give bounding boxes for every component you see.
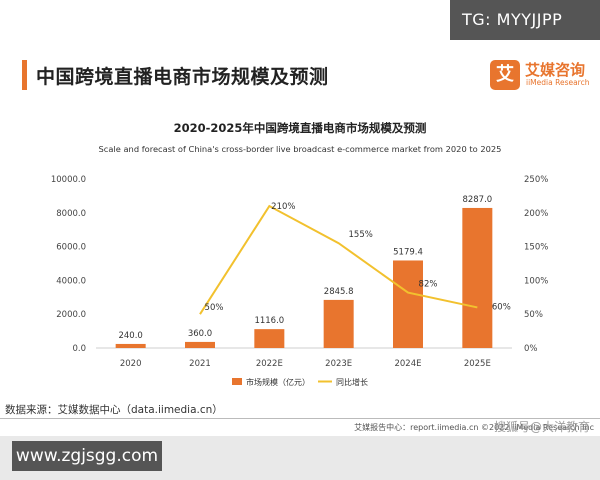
bar xyxy=(185,341,215,348)
tg-badge: TG: MYYJJPP xyxy=(450,0,600,40)
line-value-label: 60% xyxy=(492,302,511,312)
x-tick-label: 2024E xyxy=(394,359,421,369)
y-right-tick-label: 250% xyxy=(524,175,548,185)
y-right-tick-label: 100% xyxy=(524,276,548,286)
x-tick-label: 2021 xyxy=(189,359,211,369)
source-note: 数据来源：艾媒数据中心（data.iimedia.cn） xyxy=(5,404,223,416)
bar xyxy=(462,207,493,348)
x-tick-label: 2020 xyxy=(120,359,142,369)
x-axis: 2020 2021 2022E 2023E 2024E 2025E xyxy=(120,359,491,369)
chart: 2020-2025年中国跨境直播电商市场规模及预测 Scale and fore… xyxy=(51,121,548,387)
y-left-tick-label: 4000.0 xyxy=(56,276,86,286)
watermark: 搜狐号@大洋教育 xyxy=(493,420,590,434)
x-tick-label: 2025E xyxy=(464,359,491,369)
bar-value-label: 240.0 xyxy=(118,331,142,341)
chart-title: 2020-2025年中国跨境直播电商市场规模及预测 xyxy=(174,121,427,135)
line-value-label: 210% xyxy=(271,202,295,212)
bar xyxy=(254,329,285,348)
y-axis-left: 0.0 2000.0 4000.0 6000.0 8000.0 10000.0 xyxy=(51,175,86,354)
x-tick-label: 2022E xyxy=(256,359,283,369)
y-axis-right: 0% 50% 100% 150% 200% 250% xyxy=(524,175,548,354)
y-right-tick-label: 200% xyxy=(524,209,548,219)
bar xyxy=(323,299,354,348)
bar-value-label: 1116.0 xyxy=(254,316,284,326)
bar xyxy=(115,343,146,348)
y-left-tick-label: 10000.0 xyxy=(51,175,86,185)
y-right-tick-label: 50% xyxy=(524,310,543,320)
y-left-tick-label: 0.0 xyxy=(72,344,86,354)
x-tick-label: 2023E xyxy=(325,359,352,369)
footer-divider xyxy=(0,418,600,419)
page-title: 中国跨境直播电商市场规模及预测 xyxy=(36,66,329,88)
y-left-tick-label: 8000.0 xyxy=(56,209,86,219)
y-left-tick-label: 2000.0 xyxy=(56,310,86,320)
website-badge: www.zgjsgg.com xyxy=(12,441,162,471)
bar-value-label: 8287.0 xyxy=(462,195,492,205)
bar-value-label: 360.0 xyxy=(188,329,212,339)
iimedia-logo: 艾 艾媒咨询 iiMedia Research xyxy=(490,58,590,92)
line-value-label: 82% xyxy=(419,280,438,290)
chart-subtitle: Scale and forecast of China's cross-bord… xyxy=(99,144,502,154)
line-series: 50% 210% 155% 82% 60% xyxy=(199,202,511,315)
bar xyxy=(393,260,423,348)
y-right-tick-label: 0% xyxy=(524,344,538,354)
logo-en-text: iiMedia Research xyxy=(526,78,590,87)
line-value-label: 50% xyxy=(205,303,224,313)
y-right-tick-label: 150% xyxy=(524,243,548,253)
legend: 市场规模（亿元） 同比增长 xyxy=(232,377,368,387)
logo-cn-text: 艾媒咨询 xyxy=(525,61,586,79)
bar-series: 240.0 360.0 1116.0 2845.8 5179.4 8287.0 xyxy=(115,195,493,348)
line-value-label: 155% xyxy=(349,230,373,240)
bar-value-label: 2845.8 xyxy=(324,287,354,297)
y-left-tick-label: 6000.0 xyxy=(56,243,86,253)
bar-value-label: 5179.4 xyxy=(393,247,423,257)
growth-line xyxy=(199,204,478,315)
title-accent-bar xyxy=(22,60,27,90)
legend-bar-swatch xyxy=(232,378,242,385)
logo-mark-icon: 艾 xyxy=(490,60,520,90)
legend-line-label: 同比增长 xyxy=(336,377,368,387)
footer-credit: 艾媒报告中心：report.iimedia.cn ©2022 iiMedia R… xyxy=(354,423,594,432)
legend-bar-label: 市场规模（亿元） xyxy=(246,377,310,387)
